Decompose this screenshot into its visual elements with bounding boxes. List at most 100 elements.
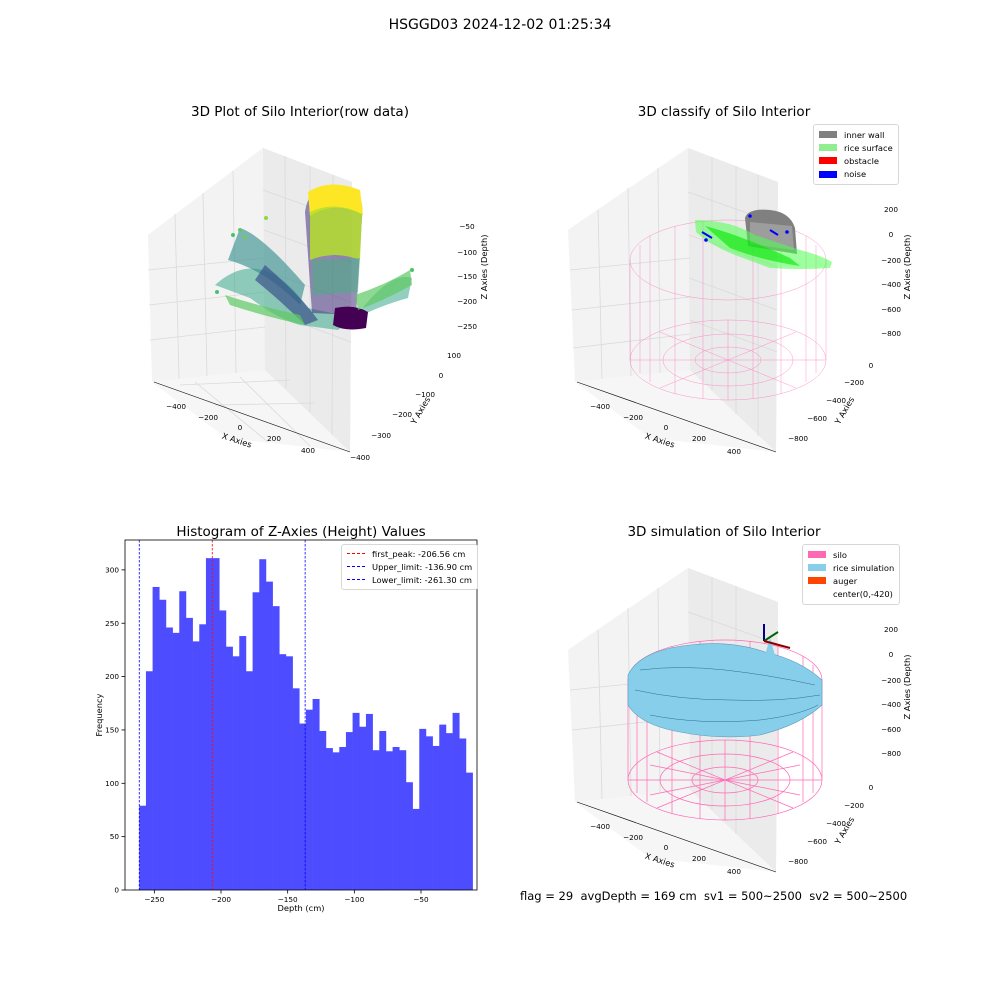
raw-z-tick: −100 [457,248,477,257]
histogram-x-label: Depth (cm) [277,903,324,913]
simulation-y-tick: −200 [844,801,864,810]
histogram-bar [452,712,460,890]
simulation-z-tick: 200 [884,625,898,634]
upper-limit-line-swatch [347,566,365,568]
classify-z-tick: −800 [881,329,901,338]
classify-x-tick: 400 [727,447,741,456]
raw-z-tick: −50 [459,222,475,231]
raw-z-axis: −50 −100 −150 −200 −250 Z Axies (Depth) [457,222,489,331]
legend-item: center(0,-420) [808,588,894,601]
histogram-y-tick-label: 250 [105,619,119,628]
histogram-bar [419,728,427,890]
histogram-bar [159,599,167,890]
histogram-bar [252,592,260,890]
legend-label: first_peak: -206.56 cm [372,548,466,559]
classify-y-tick: −800 [788,434,808,443]
histogram-bar [305,709,313,890]
noise-swatch [819,170,837,178]
simulation-z-tick: −200 [881,676,901,685]
classify-z-tick: 200 [884,205,898,214]
classify-z-label: Z Axies (Depth) [902,234,912,299]
simulation-z-label: Z Axies (Depth) [902,654,912,719]
histogram-bar [179,591,187,890]
classify-z-axis: 200 0 −200 −400 −600 −800 Z Axies (Depth… [881,205,912,338]
raw-z-tick: −200 [457,297,477,306]
legend-label: silo [833,549,848,560]
classify-y-tick: −600 [807,414,827,423]
classify-plot-title: 3D classify of Silo Interior [637,104,811,120]
legend-item: rice surface [819,141,893,154]
classify-y-tick: −400 [826,396,846,405]
histogram-frame [124,539,478,891]
silo-swatch [808,551,826,559]
classify-y-axis: 0 −200 −400 −600 −800 Y Axies [788,361,874,443]
histogram-x-tick-label: −200 [211,895,231,904]
histogram-y-tick-label: 50 [110,832,120,841]
center-swatch [808,590,826,598]
raw-y-tick: −300 [371,431,391,440]
inner-wall-swatch [819,131,837,139]
histogram-y-tick-label: 150 [105,726,119,735]
classify-legend: inner wall rice surface obstacle noise [813,124,899,185]
rice-simulation-swatch [808,564,826,572]
simulation-y-tick: 0 [869,783,874,792]
simulation-rice-surface [627,638,823,738]
classify-x-tick: −400 [590,402,610,411]
histogram-bar [285,656,293,890]
histogram-bar [272,606,280,890]
histogram-bar [172,632,180,890]
simulation-z-tick: −600 [881,725,901,734]
histogram-bar [405,782,413,890]
legend-item: rice simulation [808,561,894,574]
raw-x-tick: 0 [238,423,243,432]
raw-x-tick: −200 [198,413,218,422]
histogram-bar [145,671,153,890]
histogram-bar [232,656,240,890]
simulation-auger [763,624,791,649]
raw-z-tick: −150 [457,272,477,281]
simulation-x-tick: 0 [664,843,669,852]
legend-item: Upper_limit: -136.90 cm [347,560,472,573]
histogram-bar [192,641,200,890]
classify-z-tick: −600 [881,305,901,314]
classify-y-tick: 0 [869,361,874,370]
legend-label: auger [833,575,858,586]
histogram-y-ticks: 0 50 100 150 200 250 300 [105,565,125,895]
histogram-bar [399,750,407,890]
histogram-bar [312,698,320,890]
classify-x-tick: −200 [623,413,643,422]
raw-x-tick: −400 [166,402,186,411]
histogram-bar [245,671,253,890]
histogram-chart: −250 −200 −150 −100 −50 0 50 100 150 200 250 300 D… [94,539,478,913]
raw-y-tick: 0 [439,371,444,380]
legend-item: noise [819,168,893,181]
classify-silo-wireframe [629,219,827,401]
simulation-legend: silo rice simulation auger center(0,-420… [802,544,901,605]
raw-point-cloud [215,184,414,330]
raw-x-tick: 200 [267,434,281,443]
simulation-z-tick: −400 [881,700,901,709]
histogram-bar [325,748,333,890]
rice-surface-swatch [819,144,837,152]
raw-y-tick: −400 [350,453,370,462]
histogram-bar [292,688,300,890]
histogram-bar [372,750,380,890]
legend-item: Lower_limit: -261.30 cm [347,573,472,586]
classify-x-tick: 200 [692,434,706,443]
histogram-y-tick-label: 0 [114,886,119,895]
legend-label: inner wall [844,129,885,140]
status-readout: flag = 29 avgDepth = 169 cm sv1 = 500~25… [520,889,908,903]
lower-limit-line-swatch [347,579,365,581]
histogram-bar [265,581,273,890]
histogram-bar [185,617,193,890]
first-peak-line-swatch [347,553,365,555]
simulation-z-tick: −800 [881,749,901,758]
histogram-bar [299,723,307,890]
histogram-bar [259,559,267,890]
classify-x-tick: 0 [664,423,669,432]
legend-label: center(0,-420) [833,589,893,600]
histogram-bar [212,558,220,890]
raw-z-label: Z Axies (Depth) [479,234,489,299]
histogram-bar [352,712,360,890]
histogram-bar [199,624,207,890]
